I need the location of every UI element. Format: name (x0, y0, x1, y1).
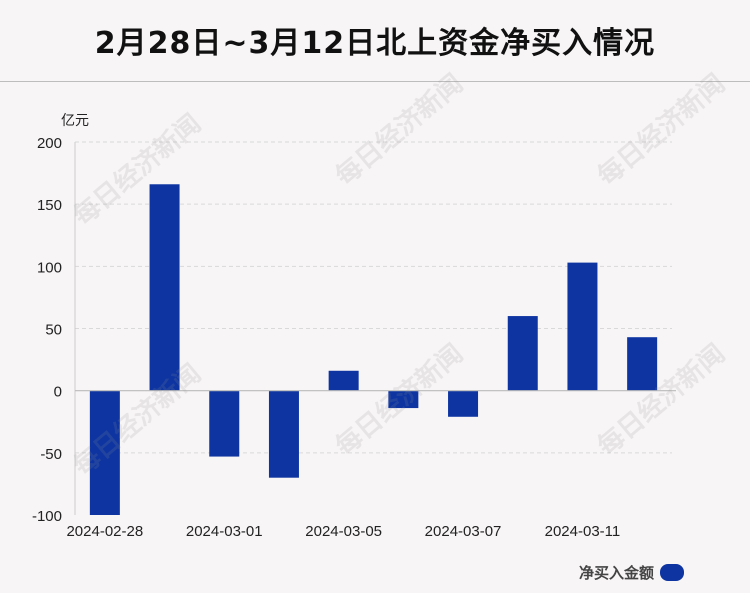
legend-label: 净买入金额 (578, 564, 654, 582)
bar (328, 370, 359, 391)
y-tick-label: 0 (54, 384, 62, 401)
y-tick-label: 150 (37, 197, 62, 214)
bar (448, 390, 479, 417)
y-tick-label: 200 (37, 135, 62, 152)
x-tick-label: 2024-03-05 (305, 523, 382, 540)
chart-title: 2月28日~3月12日北上资金净买入情况 (94, 26, 656, 61)
x-tick-label: 2024-03-01 (186, 523, 263, 540)
bar (567, 262, 598, 391)
bar (268, 390, 299, 478)
bar (627, 337, 658, 391)
legend: 净买入金额 (579, 562, 684, 583)
bar (149, 184, 180, 391)
x-tick-label: 2024-03-11 (545, 523, 621, 540)
bar (89, 390, 120, 515)
bar (209, 390, 240, 457)
y-axis-label: 亿元 (61, 113, 89, 129)
y-tick-label: -50 (40, 446, 62, 463)
x-tick-label: 2024-03-07 (425, 523, 502, 540)
y-tick-label: -100 (32, 508, 62, 525)
x-tick-label: 2024-02-28 (66, 523, 143, 540)
y-tick-label: 100 (37, 259, 62, 276)
bar (388, 390, 419, 409)
title-divider (0, 81, 750, 82)
y-tick-label: 50 (45, 322, 62, 339)
legend-swatch (660, 564, 684, 581)
bar (507, 316, 538, 391)
